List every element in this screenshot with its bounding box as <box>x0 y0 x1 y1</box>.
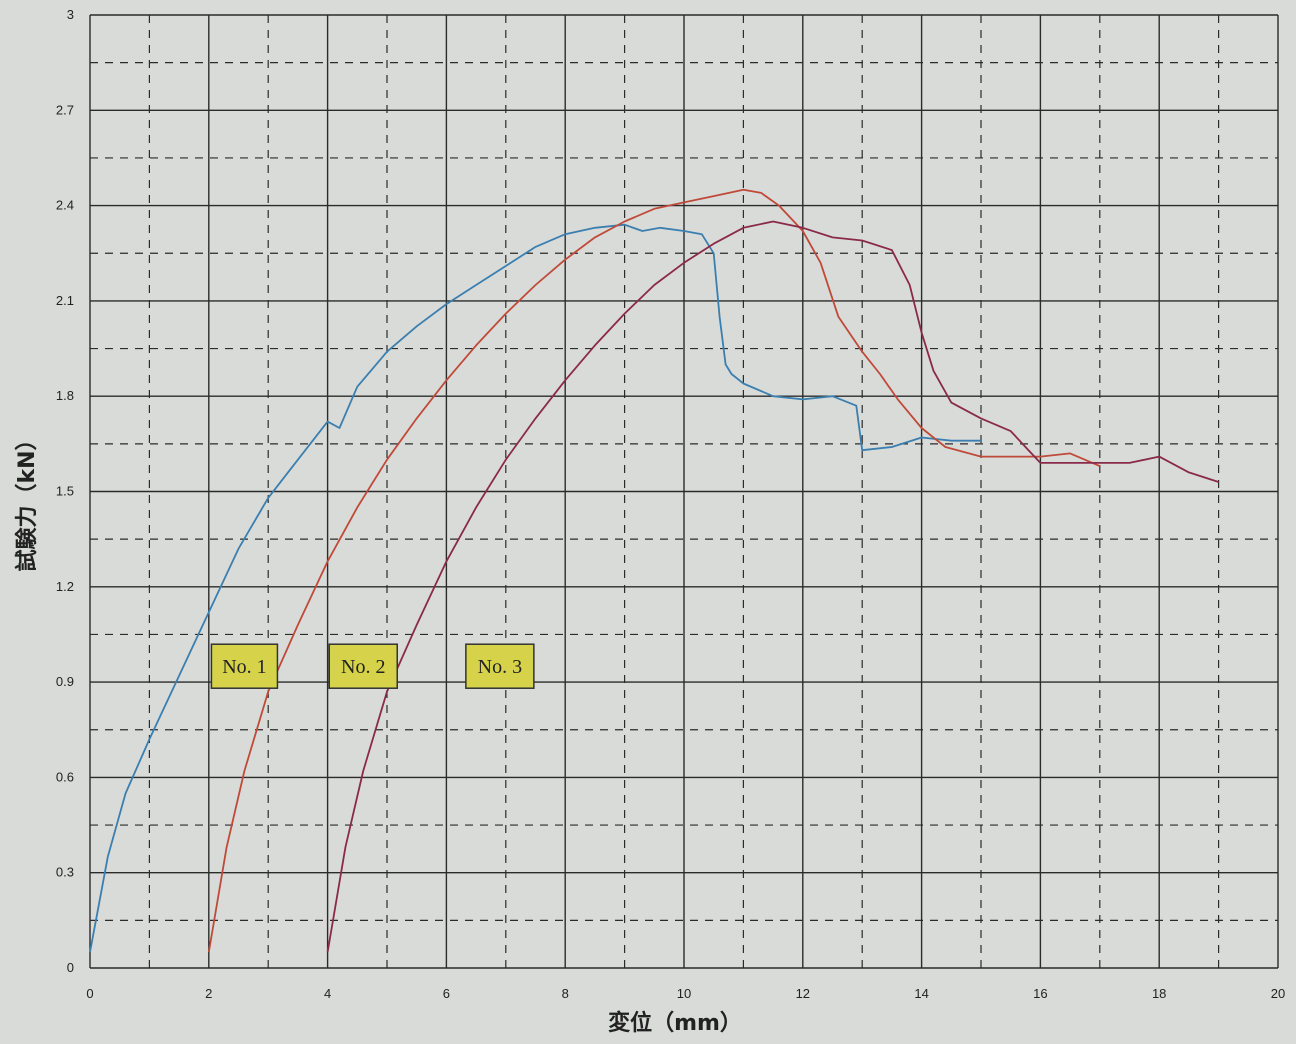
y-axis-title: 試験力（kN） <box>14 428 40 571</box>
y-tick-label: 3 <box>67 7 74 22</box>
x-tick-label: 0 <box>86 986 93 1001</box>
x-tick-label: 2 <box>205 986 212 1001</box>
y-tick-label: 0.6 <box>56 769 74 784</box>
series-line-1 <box>89 223 981 953</box>
y-tick-label: 1.2 <box>56 579 74 594</box>
legend-box <box>328 643 398 689</box>
legend-label: No. 3 <box>478 656 522 678</box>
legend-item-2: No. 2 <box>328 643 398 689</box>
x-tick-label: 14 <box>914 986 928 1001</box>
grid-lines <box>89 14 1279 969</box>
y-tick-label: 1.5 <box>56 484 74 499</box>
y-tick-label: 0.3 <box>56 865 74 880</box>
y-tick-label: 0 <box>67 960 74 975</box>
y-tick-label: 0.9 <box>56 674 74 689</box>
x-tick-label: 12 <box>796 986 810 1001</box>
y-tick-label: 2.7 <box>56 102 74 117</box>
series-line-2 <box>207 188 1101 953</box>
x-tick-label: 10 <box>677 986 691 1001</box>
legend-label: No. 2 <box>341 656 385 678</box>
series-line-3 <box>326 220 1219 953</box>
y-tick-label: 1.8 <box>56 388 74 403</box>
tick-labels: 0 2 4 6 8 10 12 14 16 18 20 0 0.3 0.6 0.9 1.2 1.5 1.8 2.1 2… <box>56 7 1285 1001</box>
legend: No. 1 No. 2 No. 3 <box>210 643 535 689</box>
x-tick-label: 18 <box>1152 986 1166 1001</box>
legend-item-3: No. 3 <box>465 643 535 689</box>
x-tick-label: 4 <box>324 986 331 1001</box>
legend-label: No. 1 <box>222 656 266 678</box>
legend-item-1: No. 1 <box>210 643 279 689</box>
x-tick-label: 6 <box>443 986 450 1001</box>
series-lines <box>89 188 1219 953</box>
x-tick-label: 20 <box>1271 986 1285 1001</box>
y-tick-label: 2.4 <box>56 198 74 213</box>
y-tick-label: 2.1 <box>56 293 74 308</box>
legend-box <box>465 643 535 689</box>
legend-box <box>210 643 279 689</box>
x-tick-label: 16 <box>1033 986 1047 1001</box>
x-axis-title: 変位（mm） <box>608 1010 742 1036</box>
x-tick-label: 8 <box>562 986 569 1001</box>
